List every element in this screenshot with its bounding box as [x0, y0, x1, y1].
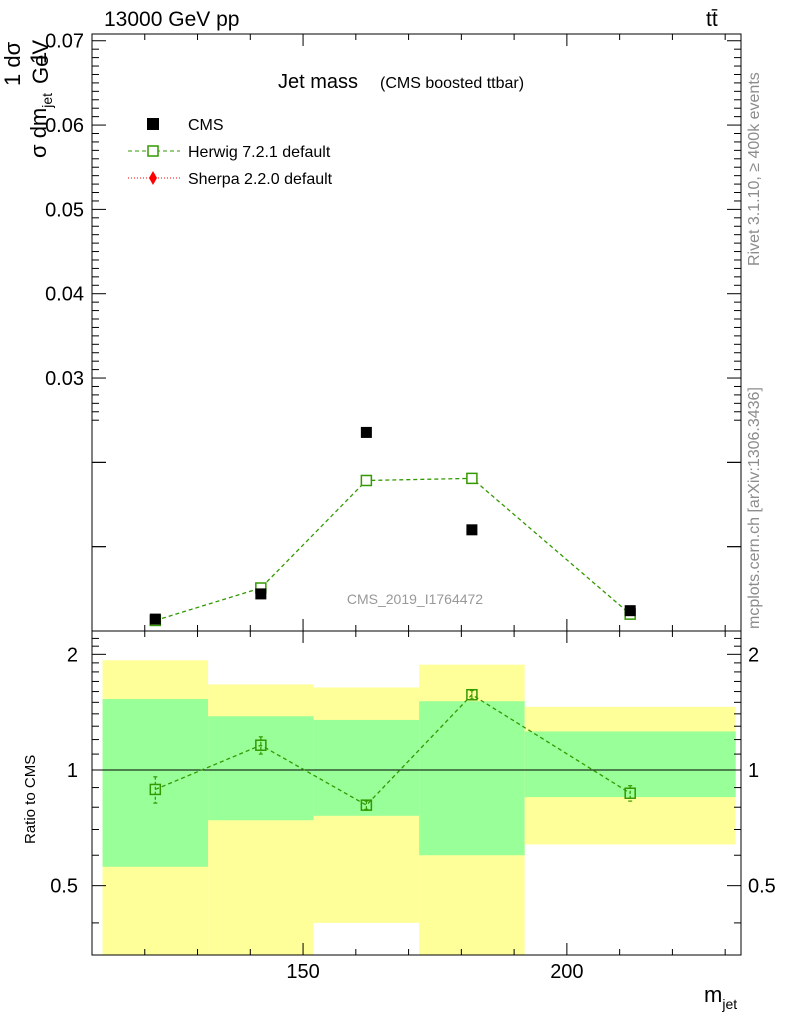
chart-subtitle: (CMS boosted ttbar) [380, 75, 524, 92]
cms-point [149, 613, 161, 625]
legend-label: Sherpa 2.2.0 default [188, 171, 333, 188]
x-tick-label: 150 [286, 961, 319, 983]
chart-title: Jet mass [278, 71, 358, 93]
ratio-y-tick-label-right: 0.5 [748, 876, 776, 898]
legend-label: Herwig 7.2.1 default [188, 144, 331, 161]
main-y-ticks: 0.03 0.04 0.05 0.06 0.07 [45, 31, 741, 548]
y-tick-label: 0.07 [45, 31, 84, 53]
cms-point [255, 588, 267, 600]
ratio-herwig-point [149, 783, 162, 796]
ratio-y-tick-label: 0.5 [50, 876, 78, 898]
analysis-watermark: CMS_2019_I1764472 [347, 591, 483, 607]
energy-label: 13000 GeV pp [104, 8, 240, 31]
ratio-y-tick-label-right: 1 [748, 760, 759, 782]
legend-label: CMS [188, 117, 224, 134]
ratio-herwig-line [155, 693, 631, 806]
herwig-point [360, 474, 373, 487]
ratio-herwig-series [149, 688, 636, 811]
ratio-bands [102, 660, 736, 955]
process-label: tt̄ [706, 8, 718, 31]
y-tick-label: 0.03 [45, 368, 84, 390]
x-ticks: 150 200 [91, 34, 726, 983]
ratio-herwig-point [360, 799, 373, 811]
y-tick-label: 0.06 [45, 115, 84, 137]
ratio-y-tick-label-right: 2 [748, 644, 759, 666]
legend-marker [147, 145, 159, 157]
ratio-frame [91, 630, 742, 956]
ratio-herwig-point [255, 739, 267, 751]
cms-point [360, 426, 372, 438]
ratio-herwig-point [466, 688, 478, 701]
cms-point [466, 524, 478, 536]
xlabel-sub: jet [722, 996, 738, 1012]
ratio-y-tick-label: 2 [67, 644, 78, 666]
green-band-1 [208, 716, 314, 821]
xlabel-m: m [704, 982, 723, 1007]
ratio-y-ticks: 0.5 0.5 1 1 2 2 [50, 637, 776, 924]
herwig-point [466, 472, 478, 485]
legend-marker [149, 171, 157, 185]
xlabel: mjet [704, 982, 737, 1012]
x-tick-label: 200 [550, 961, 583, 983]
ratio-y-tick-label: 1 [67, 760, 78, 782]
legend: CMS Herwig 7.2.1 default Sherpa 2.2.0 defa… [128, 117, 333, 188]
y-tick-label: 0.04 [45, 284, 84, 306]
cms-point [624, 605, 636, 617]
ratio-herwig-point [624, 787, 636, 799]
legend-marker [147, 118, 159, 130]
green-band-3 [419, 701, 525, 856]
y-tick-label: 0.05 [45, 199, 84, 221]
cms-series [149, 426, 636, 625]
